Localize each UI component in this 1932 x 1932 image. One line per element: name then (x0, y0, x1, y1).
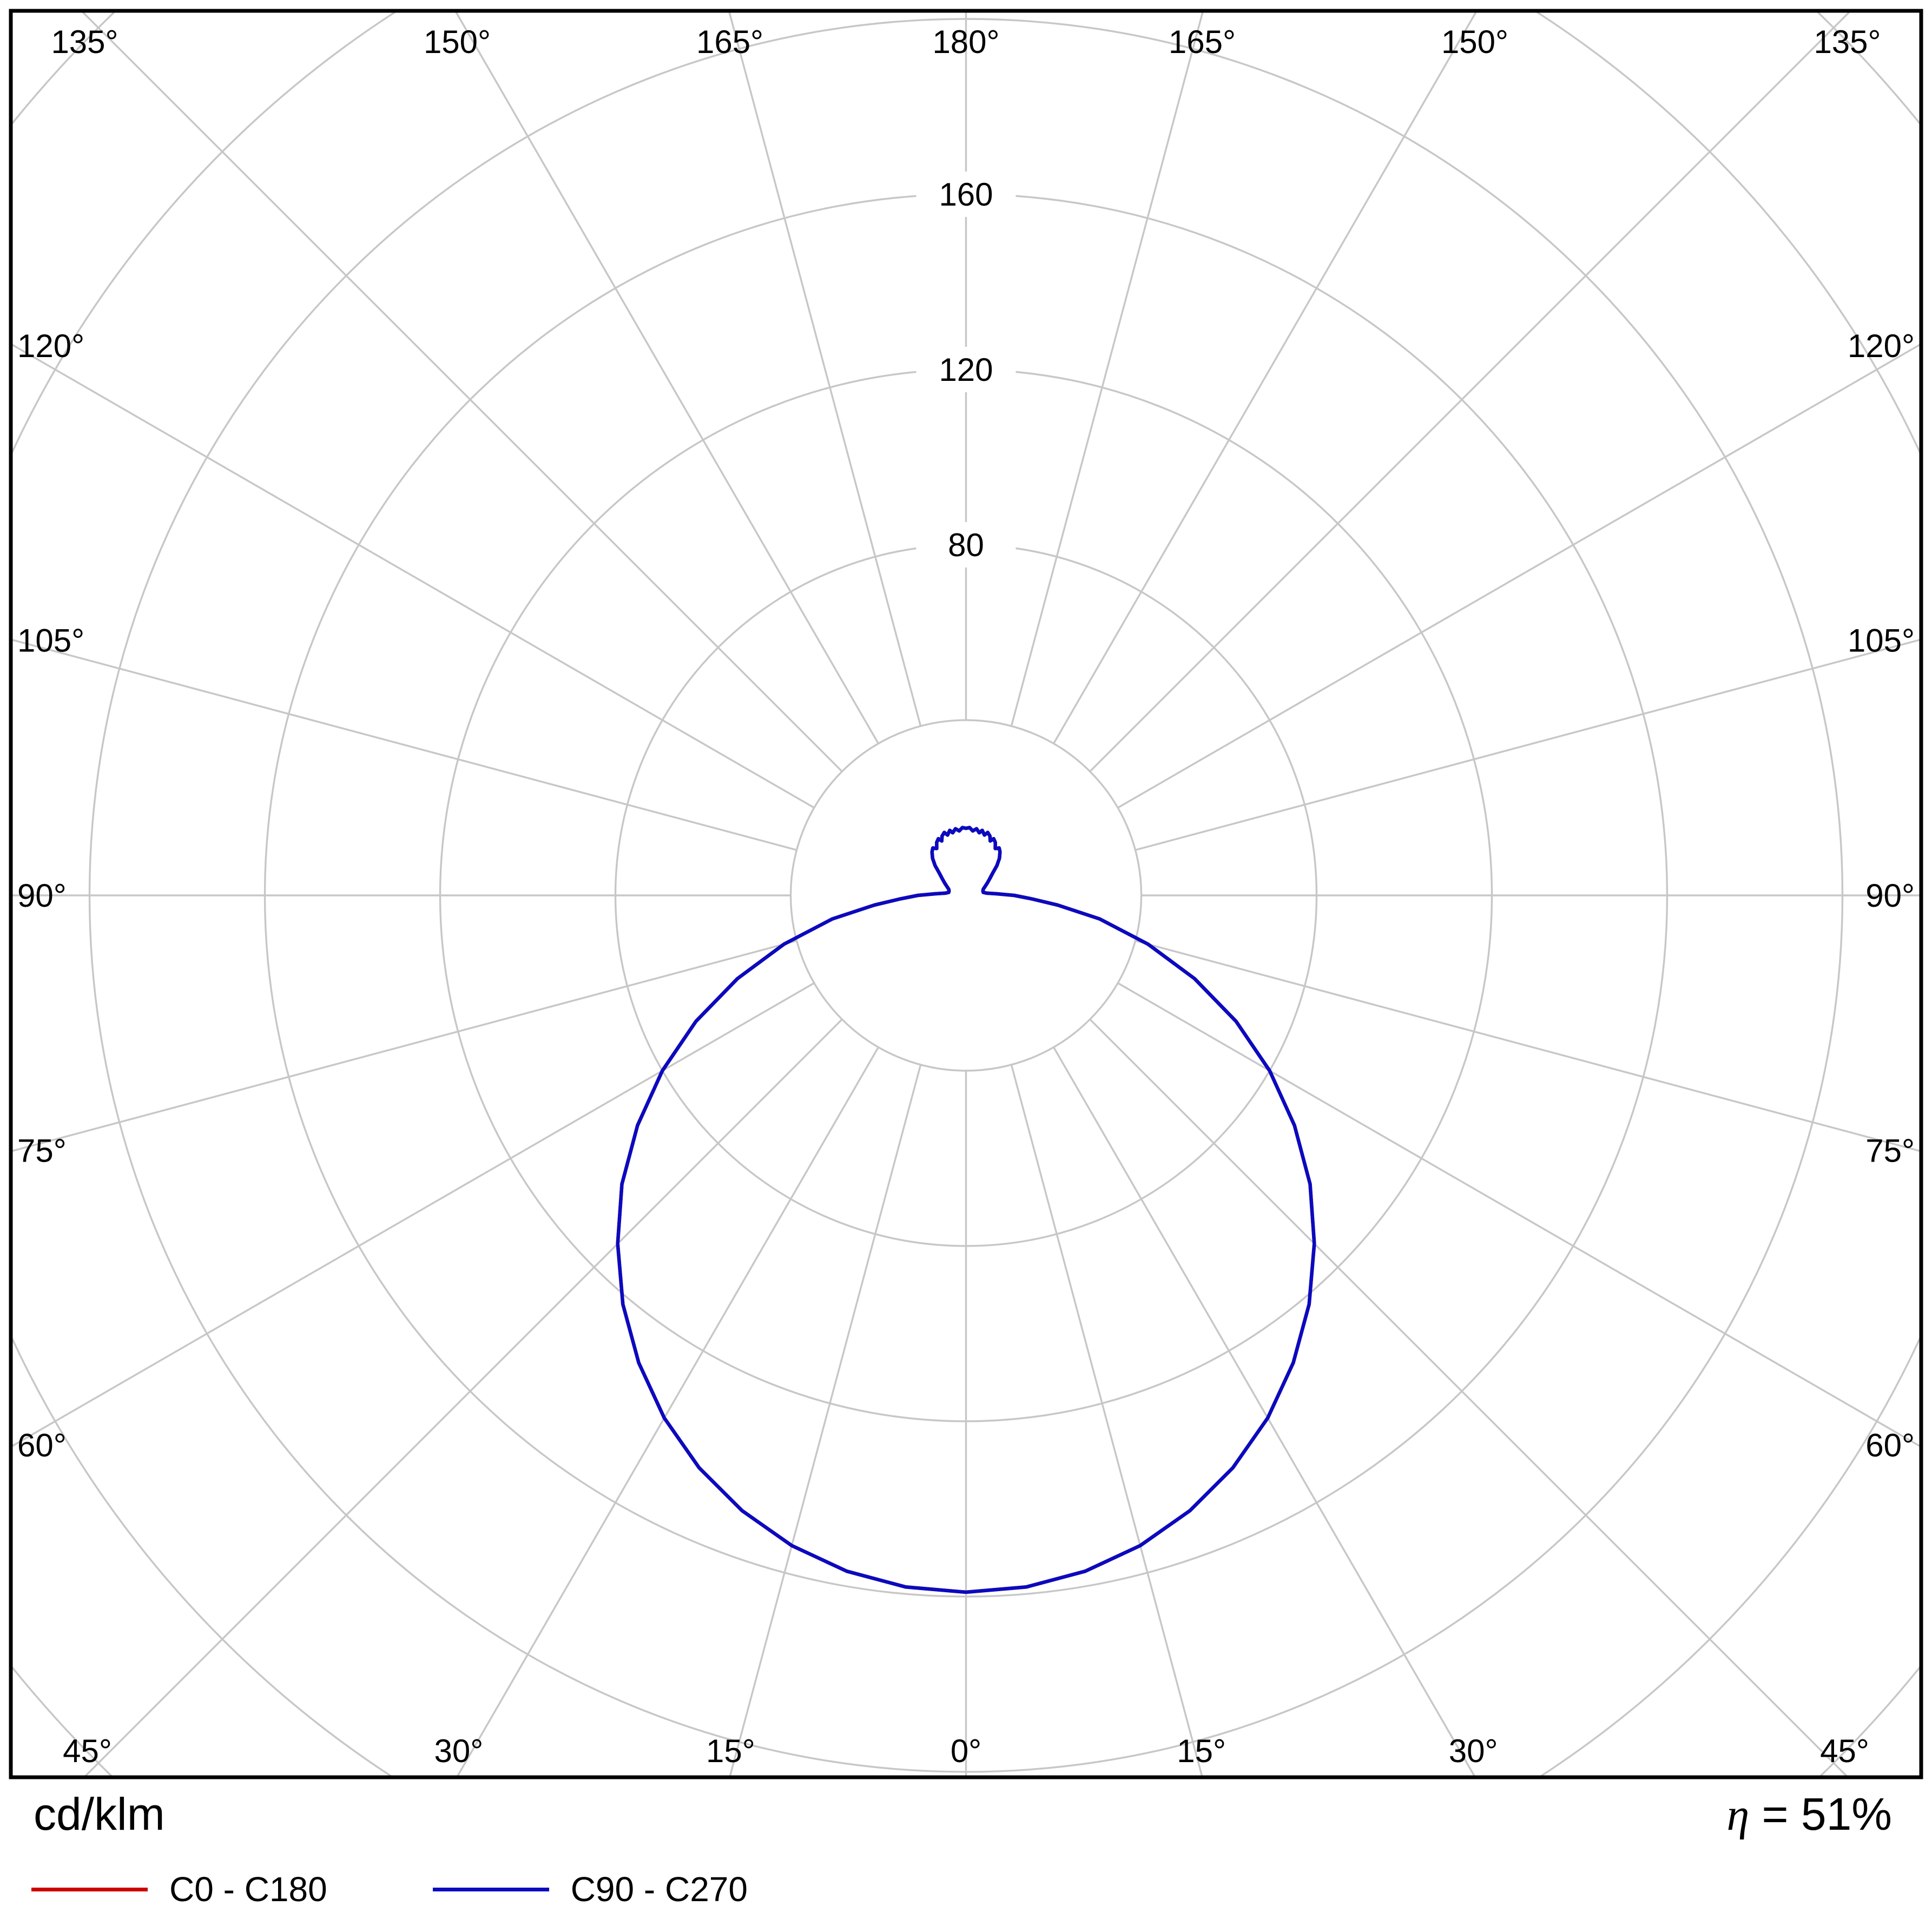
angle-label: 120° (1848, 328, 1915, 364)
c0-c180-line-sample-icon (31, 1887, 148, 1891)
legend-label-c90-c270: C90 - C270 (570, 1870, 748, 1909)
efficiency-label: η = 51% (1726, 1788, 1892, 1841)
angle-label: 15° (706, 1733, 755, 1769)
ring-value-label: 80 (948, 527, 984, 563)
angle-label: 30° (1449, 1733, 1498, 1769)
eta-symbol: η (1726, 1790, 1750, 1840)
ring-value-label: 120 (939, 352, 993, 388)
units-label: cd/klm (34, 1789, 165, 1839)
angle-label: 150° (424, 24, 491, 60)
angle-label: 135° (51, 24, 118, 60)
angle-label: 90° (1865, 878, 1915, 914)
legend-item-c90-c270: C90 - C270 (432, 1869, 748, 1909)
angle-label: 75° (1865, 1132, 1915, 1169)
angle-label: 45° (63, 1733, 112, 1769)
angle-label: 90° (17, 878, 67, 914)
angle-label: 165° (696, 24, 763, 60)
angle-label: 165° (1169, 24, 1236, 60)
angle-label: 180° (932, 24, 999, 60)
angle-label: 15° (1177, 1733, 1226, 1769)
legend: C0 - C180 C90 - C270 (31, 1869, 853, 1909)
c90-c270-line-sample-icon (432, 1887, 549, 1891)
angle-label: 105° (17, 623, 84, 659)
angle-label: 135° (1814, 24, 1881, 60)
legend-label-c0-c180: C0 - C180 (169, 1870, 327, 1909)
angle-label: 30° (434, 1733, 484, 1769)
angle-label: 45° (1820, 1733, 1869, 1769)
angle-label: 105° (1848, 623, 1915, 659)
angle-label: 75° (17, 1132, 67, 1169)
angle-label: 60° (1865, 1427, 1915, 1463)
series-curve (616, 826, 1316, 1594)
plot-frame (9, 9, 1923, 1779)
eta-value: = 51% (1749, 1789, 1892, 1839)
legend-item-c0-c180: C0 - C180 (31, 1869, 327, 1909)
ring-value-label: 160 (939, 176, 993, 213)
angle-label: 120° (17, 328, 84, 364)
angle-label: 60° (17, 1427, 67, 1463)
angle-label: 150° (1441, 24, 1508, 60)
angle-label: 0° (951, 1733, 981, 1769)
